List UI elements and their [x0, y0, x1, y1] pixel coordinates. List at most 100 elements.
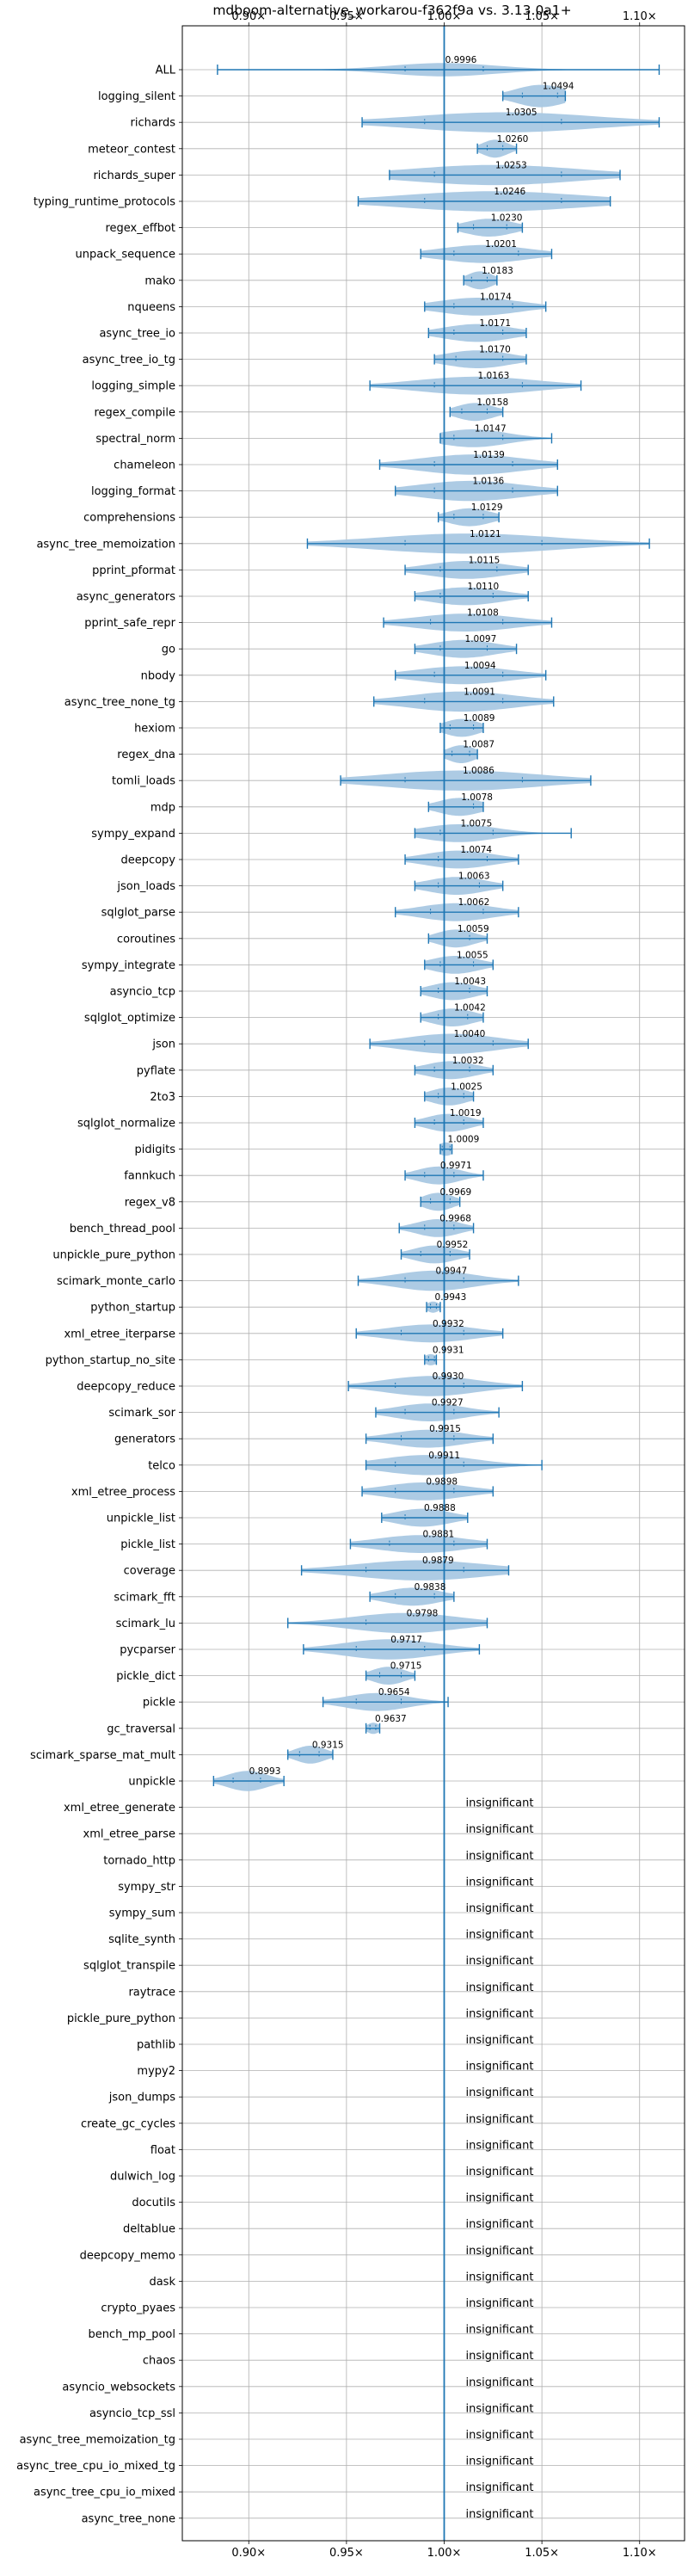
y-tick-label: crypto_pyaes — [101, 2302, 175, 2315]
median-value-label: 0.9838 — [415, 1582, 446, 1593]
y-tick-label: deepcopy_memo — [80, 2249, 175, 2262]
median-value-label: 0.9971 — [440, 1161, 472, 1171]
y-tick-label: unpickle_pure_python — [52, 1249, 175, 1262]
y-tick-label: json_dumps — [108, 2092, 175, 2105]
x-tick-label-bottom: 1.00× — [427, 2547, 462, 2560]
y-tick-label: python_startup — [90, 1302, 175, 1315]
y-tick-label: sqlglot_normalize — [77, 1118, 175, 1131]
median-value-label: 0.9315 — [312, 1740, 344, 1750]
chart-title: mdboom-alternative_workarou-f362f9a vs. … — [212, 3, 571, 19]
median-value-label: 1.0019 — [450, 1108, 482, 1119]
median-value-label: 1.0062 — [458, 897, 490, 908]
median-value-label: 1.0163 — [478, 371, 510, 381]
insignificant-label: insignificant — [465, 1929, 533, 1942]
median-value-label: 0.9911 — [428, 1451, 460, 1461]
insignificant-label: insignificant — [465, 2139, 533, 2152]
y-tick-label: deltablue — [123, 2223, 175, 2236]
median-value-label: 1.0063 — [458, 872, 490, 882]
median-value-label: 0.9798 — [407, 1608, 439, 1618]
y-tick-label: nqueens — [127, 301, 175, 314]
y-tick-label: async_tree_cpu_io_mixed — [34, 2487, 175, 2499]
y-tick-label: async_tree_io — [99, 328, 175, 341]
median-value-label: 1.0115 — [469, 555, 501, 565]
y-tick-label: json — [151, 1038, 175, 1051]
insignificant-label: insignificant — [465, 2402, 533, 2415]
y-tick-label: scimark_monte_carlo — [57, 1275, 175, 1288]
y-tick-label: go — [162, 644, 175, 656]
insignificant-label: insignificant — [465, 2376, 533, 2389]
y-tick-label: async_tree_none — [82, 2512, 175, 2525]
median-value-label: 0.9637 — [375, 1714, 407, 1724]
median-value-label: 1.0042 — [454, 1003, 486, 1014]
median-value-label: 0.9968 — [439, 1213, 471, 1223]
median-value-label: 1.0139 — [473, 450, 505, 460]
x-tick-label-top: 0.90× — [231, 10, 266, 23]
y-tick-label: regex_v8 — [125, 1196, 175, 1209]
median-value-label: 0.9881 — [422, 1530, 454, 1540]
median-value-label: 1.0170 — [479, 345, 511, 355]
median-value-label: 1.0059 — [458, 924, 489, 934]
median-value-label: 1.0040 — [454, 1029, 486, 1039]
y-tick-label: raytrace — [128, 1986, 175, 1999]
insignificant-label: insignificant — [465, 2245, 533, 2258]
y-tick-label: pprint_safe_repr — [84, 617, 175, 630]
y-tick-label: async_tree_none_tg — [64, 696, 175, 709]
median-value-label: 1.0171 — [479, 318, 511, 329]
y-tick-label: dulwich_log — [110, 2171, 175, 2184]
median-value-label: 0.9654 — [378, 1687, 410, 1698]
median-value-label: 1.0230 — [491, 213, 523, 224]
plot-frame — [181, 25, 685, 2542]
y-tick-label: richards_super — [93, 169, 175, 182]
insignificant-label: insignificant — [465, 1955, 533, 1968]
y-tick-label: asyncio_tcp — [110, 986, 175, 999]
x-tick-label-bottom: 1.05× — [525, 2547, 559, 2560]
median-value-label: 1.0260 — [497, 134, 529, 145]
median-value-label: 1.0129 — [471, 502, 503, 513]
y-tick-label: sympy_expand — [91, 828, 175, 841]
y-tick-label: logging_silent — [98, 90, 175, 103]
y-tick-label: xml_etree_process — [71, 1486, 175, 1499]
median-value-label: 1.0074 — [460, 845, 492, 855]
insignificant-label: insignificant — [465, 2350, 533, 2363]
y-tick-label: unpack_sequence — [75, 249, 175, 262]
median-value-label: 0.9715 — [390, 1661, 422, 1672]
y-tick-label: coverage — [124, 1565, 175, 1578]
y-tick-label: nbody — [141, 669, 176, 682]
y-tick-label: coroutines — [117, 933, 175, 946]
y-tick-label: hexiom — [134, 723, 175, 736]
median-value-label: 1.0032 — [452, 1056, 484, 1066]
insignificant-label: insignificant — [465, 2034, 533, 2047]
y-tick-label: mdp — [150, 801, 175, 814]
y-tick-label: asyncio_websockets — [62, 2381, 175, 2394]
y-tick-label: tomli_loads — [112, 775, 175, 788]
insignificant-label: insignificant — [465, 2324, 533, 2337]
y-tick-label: 2to3 — [150, 1091, 175, 1104]
insignificant-label: insignificant — [465, 2456, 533, 2468]
y-tick-label: generators — [114, 1433, 175, 1446]
median-value-label: 1.0253 — [495, 160, 527, 170]
y-tick-label: scimark_sparse_mat_mult — [30, 1749, 175, 1762]
y-tick-label: telco — [148, 1459, 175, 1472]
median-value-label: 1.0305 — [506, 108, 538, 118]
median-value-label: 1.0055 — [457, 950, 488, 960]
y-tick-label: unpickle — [128, 1776, 175, 1789]
y-tick-label: sqlite_synth — [108, 1933, 175, 1946]
y-tick-label: python_startup_no_site — [46, 1354, 175, 1367]
insignificant-label: insignificant — [465, 1797, 533, 1810]
median-value-label: 1.0494 — [543, 82, 574, 92]
y-tick-label: scimark_fft — [114, 1591, 175, 1604]
y-tick-label: unpickle_list — [107, 1513, 175, 1525]
y-tick-label: async_tree_memoization — [36, 538, 175, 551]
y-tick-label: scimark_lu — [116, 1618, 175, 1630]
median-value-label: 0.9952 — [437, 1240, 469, 1250]
y-tick-label: pprint_pformat — [92, 564, 175, 577]
y-tick-label: dask — [149, 2276, 175, 2289]
insignificant-label: insignificant — [465, 1876, 533, 1889]
insignificant-label: insignificant — [465, 2429, 533, 2442]
y-tick-label: ALL — [156, 65, 176, 77]
median-value-label: 0.9898 — [426, 1476, 458, 1487]
y-tick-label: fannkuch — [124, 1170, 175, 1183]
y-tick-label: chaos — [143, 2355, 175, 2368]
insignificant-label: insignificant — [465, 2218, 533, 2231]
median-value-label: 1.0009 — [448, 1135, 480, 1145]
